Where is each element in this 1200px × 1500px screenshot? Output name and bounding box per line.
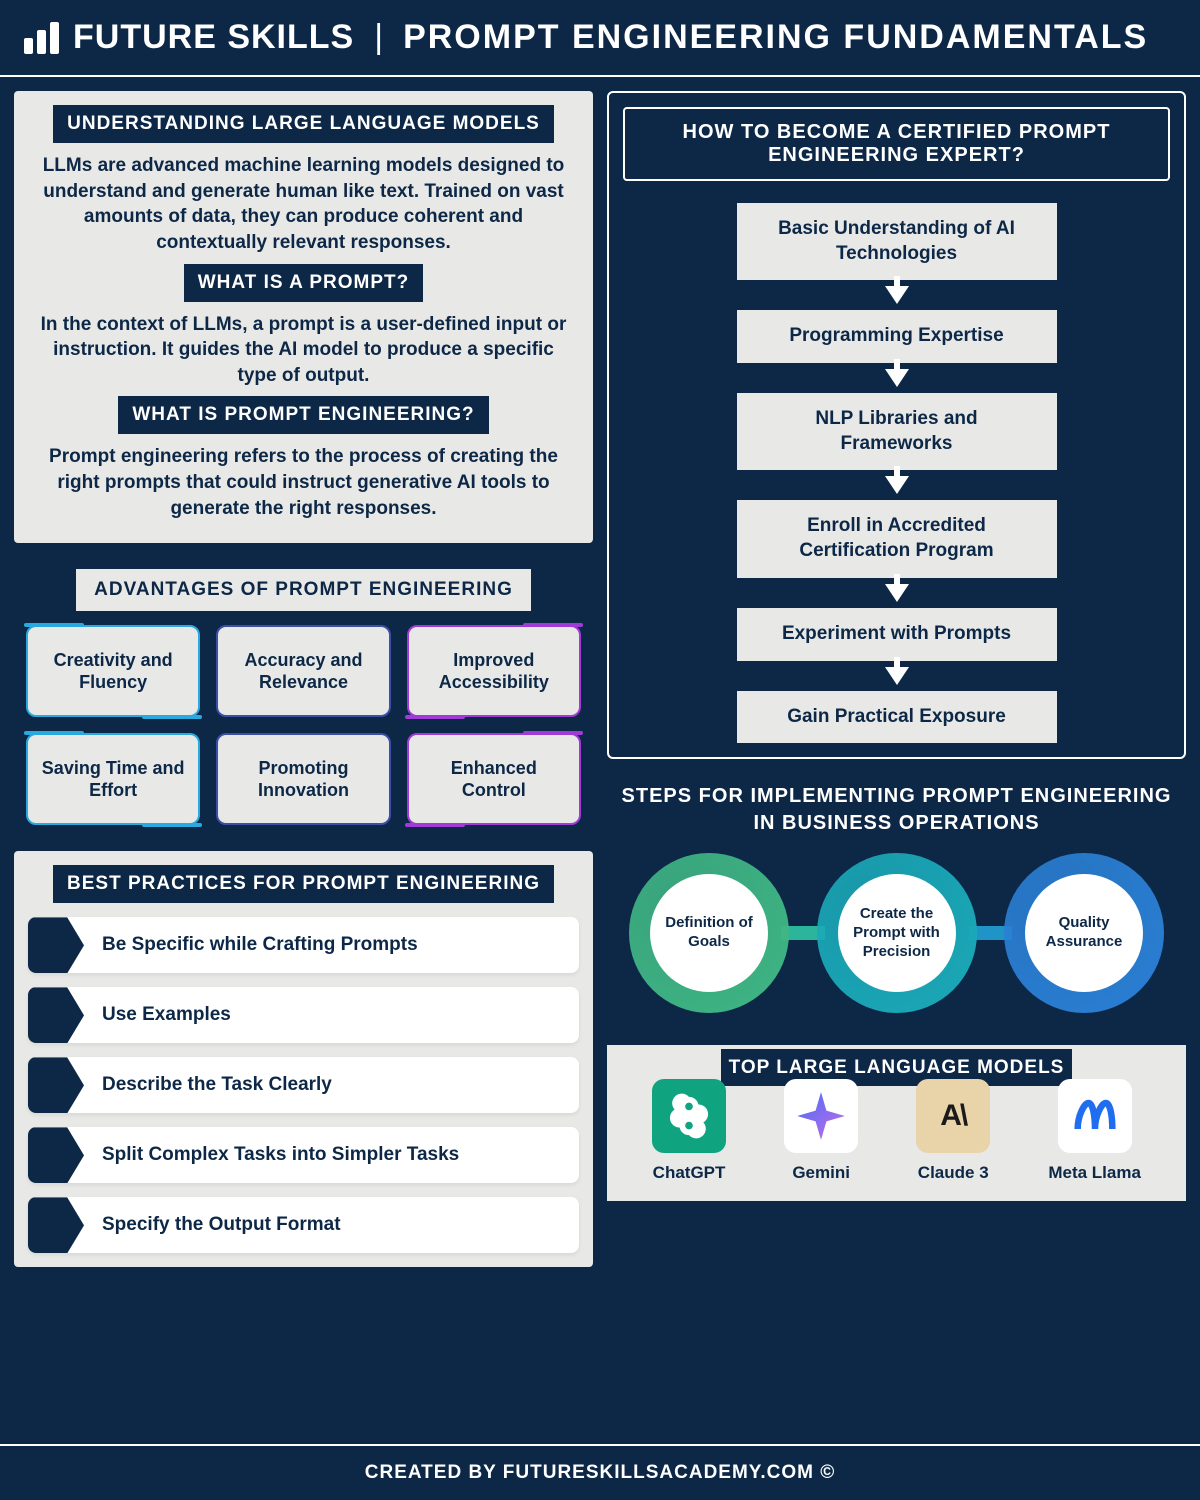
llm-item: Gemini [784,1079,858,1183]
advantage-card: Accuracy and Relevance [216,625,390,717]
definitions-panel: UNDERSTANDING LARGE LANGUAGE MODELS LLMs… [14,91,593,543]
cert-step-box: NLP Libraries and Frameworks [737,393,1057,470]
left-column: UNDERSTANDING LARGE LANGUAGE MODELS LLMs… [14,91,593,1430]
chatgpt-icon [652,1079,726,1153]
meta-llama-icon [1058,1079,1132,1153]
best-practice-item: Specify the Output Format [28,1197,579,1253]
arrow-bullet-icon [28,1057,84,1113]
best-practice-text: Split Complex Tasks into Simpler Tasks [84,1144,459,1166]
llm-item: A\ Claude 3 [916,1079,990,1183]
best-practice-item: Split Complex Tasks into Simpler Tasks [28,1127,579,1183]
down-arrow-icon [885,369,909,387]
bp-title: BEST PRACTICES FOR PROMPT ENGINEERING [53,865,554,903]
footer: CREATED BY FUTURESKILLSACADEMY.COM © [0,1444,1200,1500]
advantage-card: Saving Time and Effort [26,733,200,825]
certification-panel: HOW TO BECOME A CERTIFIED PROMPT ENGINEE… [607,91,1186,759]
down-arrow-icon [885,667,909,685]
llm-label: ChatGPT [653,1163,726,1183]
header-divider: | [374,18,383,57]
arrow-bullet-icon [28,917,84,973]
claude-3-icon: A\ [916,1079,990,1153]
best-practice-text: Describe the Task Clearly [84,1074,332,1096]
advantages-title: ADVANTAGES OF PROMPT ENGINEERING [76,569,531,611]
def3-title: WHAT IS PROMPT ENGINEERING? [118,396,488,434]
best-practice-item: Be Specific while Crafting Prompts [28,917,579,973]
llm-item: ChatGPT [652,1079,726,1183]
llm-item: Meta Llama [1048,1079,1141,1183]
right-column: HOW TO BECOME A CERTIFIED PROMPT ENGINEE… [607,91,1186,1430]
cert-step-box: Basic Understanding of AI Technologies [737,203,1057,280]
advantage-card: Improved Accessibility [407,625,581,717]
def1-title: UNDERSTANDING LARGE LANGUAGE MODELS [53,105,554,143]
business-steps-panel: STEPS FOR IMPLEMENTING PROMPT ENGINEERIN… [607,773,1186,1031]
llm-title: TOP LARGE LANGUAGE MODELS [721,1049,1073,1086]
step-ring: Definition of Goals [629,853,789,1013]
gemini-icon [784,1079,858,1153]
cert-step-box: Programming Expertise [737,310,1057,363]
arrow-bullet-icon [28,1197,84,1253]
page-title: PROMPT ENGINEERING FUNDAMENTALS [403,18,1148,57]
best-practice-item: Describe the Task Clearly [28,1057,579,1113]
down-arrow-icon [885,476,909,494]
llm-label: Meta Llama [1048,1163,1141,1183]
cert-step-box: Gain Practical Exposure [737,691,1057,744]
advantage-card: Promoting Innovation [216,733,390,825]
def2-body: In the context of LLMs, a prompt is a us… [28,302,579,397]
step-ring-label: Definition of Goals [650,874,768,992]
cert-step-box: Experiment with Prompts [737,608,1057,661]
step-ring-label: Quality Assurance [1025,874,1143,992]
down-arrow-icon [885,286,909,304]
header: FUTURE SKILLS | PROMPT ENGINEERING FUNDA… [0,0,1200,77]
arrow-bullet-icon [28,987,84,1043]
steps-title: STEPS FOR IMPLEMENTING PROMPT ENGINEERIN… [619,783,1174,837]
cert-title: HOW TO BECOME A CERTIFIED PROMPT ENGINEE… [623,107,1170,181]
step-ring-label: Create the Prompt with Precision [838,874,956,992]
best-practice-item: Use Examples [28,987,579,1043]
down-arrow-icon [885,584,909,602]
logo-bars-icon [24,22,59,54]
best-practice-text: Be Specific while Crafting Prompts [84,934,418,956]
def1-body: LLMs are advanced machine learning model… [28,143,579,264]
arrow-bullet-icon [28,1127,84,1183]
llm-label: Gemini [792,1163,850,1183]
footer-site: FUTURESKILLSACADEMY.COM © [503,1462,835,1483]
def2-title: WHAT IS A PROMPT? [184,264,424,302]
advantage-card: Enhanced Control [407,733,581,825]
def3-body: Prompt engineering refers to the process… [28,434,579,529]
step-ring: Create the Prompt with Precision [817,853,977,1013]
cert-step-box: Enroll in Accredited Certification Progr… [737,500,1057,577]
best-practice-text: Use Examples [84,1004,231,1026]
advantages-panel: ADVANTAGES OF PROMPT ENGINEERING Creativ… [14,557,593,837]
footer-prefix: CREATED BY [365,1462,503,1483]
advantage-card: Creativity and Fluency [26,625,200,717]
step-ring: Quality Assurance [1004,853,1164,1013]
best-practice-text: Specify the Output Format [84,1214,341,1236]
best-practices-panel: BEST PRACTICES FOR PROMPT ENGINEERING Be… [14,851,593,1267]
llm-label: Claude 3 [918,1163,989,1183]
llm-panel: TOP LARGE LANGUAGE MODELS ChatGPT Gemini A… [607,1045,1186,1201]
brand-text: FUTURE SKILLS [73,18,354,57]
